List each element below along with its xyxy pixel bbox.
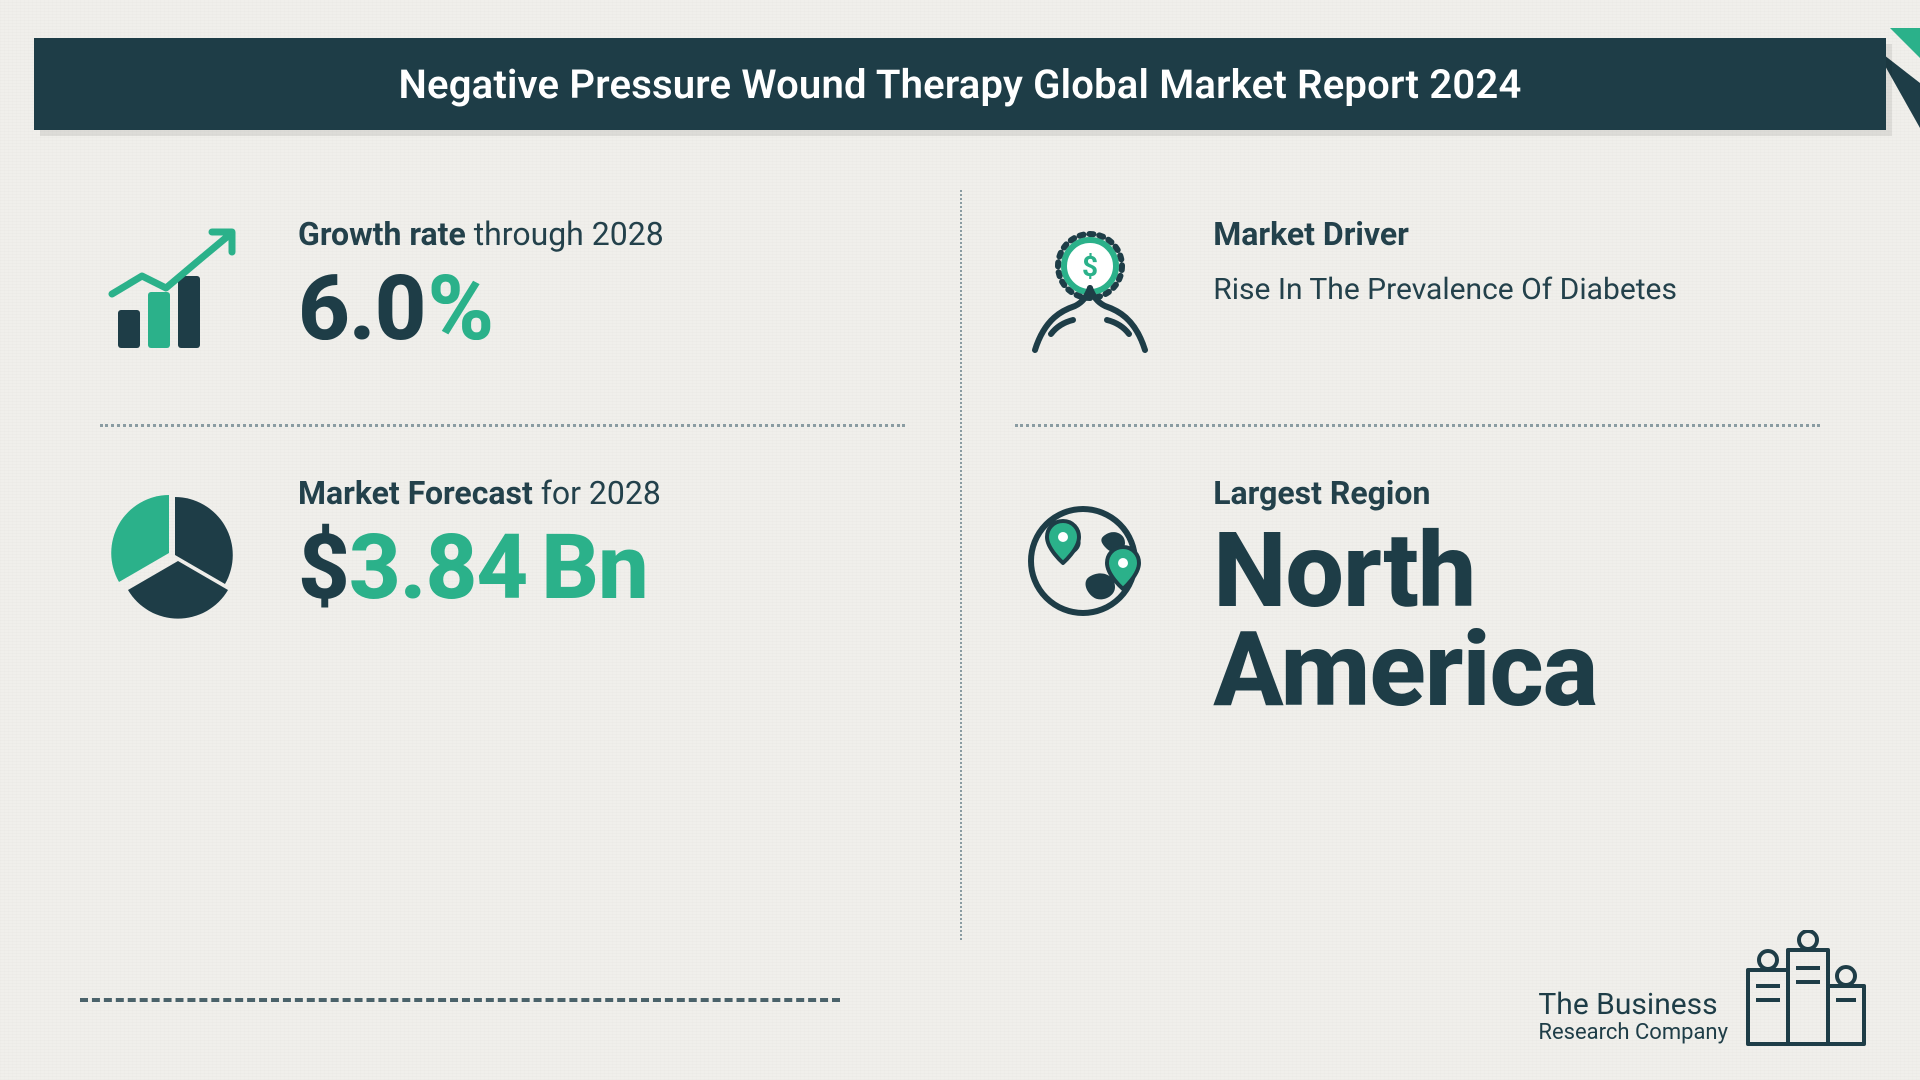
- right-column: $ Market Driver Rise In The Prevalence O…: [995, 180, 1840, 980]
- market-forecast-text: Market Forecast for 2028 $ 3.84 Bn: [298, 467, 915, 613]
- largest-region-label: Largest Region: [1213, 473, 1830, 513]
- growth-rate-number: 6.0: [298, 264, 425, 354]
- growth-label-strong: Growth rate: [298, 215, 466, 253]
- svg-text:$: $: [1082, 250, 1098, 283]
- content-grid: Growth rate through 2028 6.0 %: [80, 180, 1840, 980]
- right-horizontal-divider: [1015, 424, 1820, 427]
- bottom-dashed-line: [80, 998, 840, 1002]
- region-label-strong: Largest Region: [1213, 474, 1430, 512]
- driver-label-strong: Market Driver: [1213, 215, 1409, 253]
- largest-region-block: Largest Region North America: [995, 449, 1840, 749]
- growth-rate-label: Growth rate through 2028: [298, 214, 915, 254]
- largest-region-value: North America: [1213, 523, 1830, 721]
- growth-chart-icon: [90, 208, 260, 378]
- title-bar: Negative Pressure Wound Therapy Global M…: [34, 38, 1886, 130]
- forecast-prefix: $: [298, 523, 349, 613]
- forecast-unit: Bn: [541, 523, 647, 613]
- market-forecast-value: $ 3.84 Bn: [298, 523, 648, 613]
- globe-pin-icon: [1005, 467, 1175, 637]
- company-logo: The Business Research Company: [1538, 930, 1872, 1050]
- market-forecast-block: Market Forecast for 2028 $ 3.84 Bn: [80, 449, 925, 665]
- growth-label-rest: through 2028: [474, 215, 664, 253]
- pie-chart-icon: [90, 467, 260, 637]
- growth-rate-value: 6.0 %: [298, 264, 493, 354]
- left-horizontal-divider: [100, 424, 905, 427]
- forecast-label-rest: for 2028: [541, 474, 661, 512]
- logo-line2: Research Company: [1538, 1021, 1728, 1044]
- logo-text: The Business Research Company: [1538, 989, 1728, 1050]
- largest-region-text: Largest Region North America: [1213, 467, 1830, 721]
- forecast-label-strong: Market Forecast: [298, 474, 533, 512]
- market-driver-label: Market Driver: [1213, 214, 1830, 254]
- growth-rate-unit: %: [427, 264, 493, 354]
- logo-line1: The Business: [1538, 989, 1728, 1021]
- hands-dollar-icon: $: [1005, 208, 1175, 378]
- market-driver-text: Market Driver Rise In The Prevalence Of …: [1213, 208, 1830, 311]
- region-line2: America: [1213, 610, 1597, 731]
- market-forecast-label: Market Forecast for 2028: [298, 473, 915, 513]
- vertical-divider: [960, 190, 962, 940]
- page-title: Negative Pressure Wound Therapy Global M…: [398, 61, 1521, 108]
- market-driver-block: $ Market Driver Rise In The Prevalence O…: [995, 190, 1840, 406]
- left-column: Growth rate through 2028 6.0 %: [80, 180, 925, 980]
- driver-body: Rise In The Prevalence Of Diabetes: [1213, 270, 1830, 311]
- growth-rate-text: Growth rate through 2028 6.0 %: [298, 208, 915, 354]
- growth-rate-block: Growth rate through 2028 6.0 %: [80, 190, 925, 406]
- logo-buildings-icon: [1742, 930, 1872, 1050]
- forecast-number: 3.84: [349, 523, 527, 613]
